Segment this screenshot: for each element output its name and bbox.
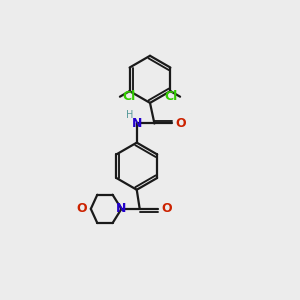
- Text: O: O: [77, 202, 87, 215]
- Text: O: O: [175, 117, 186, 130]
- Text: Cl: Cl: [122, 90, 135, 103]
- Text: N: N: [132, 117, 142, 130]
- Text: N: N: [116, 202, 127, 215]
- Text: Cl: Cl: [165, 90, 178, 103]
- Text: O: O: [161, 202, 172, 215]
- Text: H: H: [126, 110, 134, 120]
